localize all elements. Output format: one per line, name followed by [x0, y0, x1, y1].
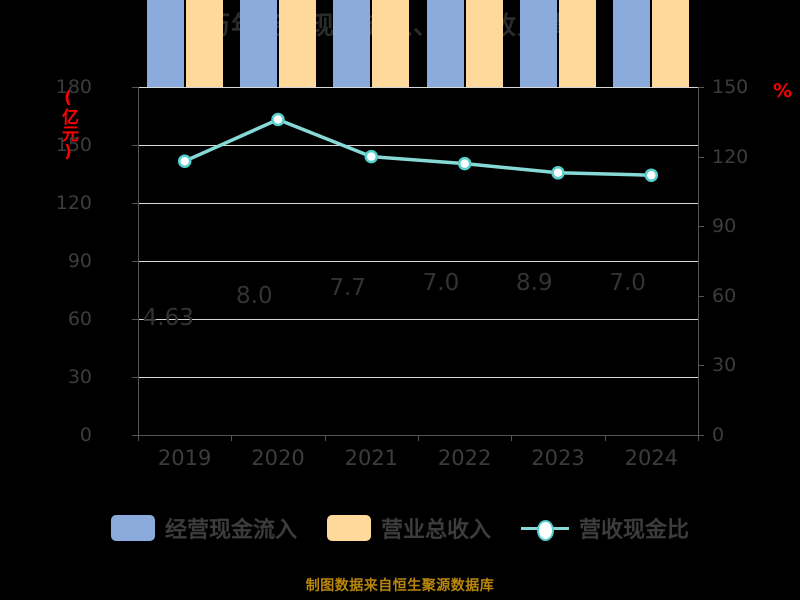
bar-cash-inflow[interactable] [426, 0, 464, 87]
left-axis-tick [132, 319, 138, 320]
x-axis-tick [604, 435, 606, 441]
x-axis-line [138, 435, 698, 436]
data-point-label: 7.0 [422, 270, 460, 296]
bar-cash-inflow[interactable] [520, 0, 557, 87]
line-marker-cash-ratio[interactable] [457, 156, 472, 171]
left-axis-tick [132, 203, 138, 204]
line-marker-cash-ratio[interactable] [271, 112, 285, 127]
x-axis-tick [418, 435, 419, 441]
left-axis-tick-label: 30 [67, 366, 92, 388]
legend-label-cash-inflow: 经营现金流入 [164, 518, 297, 543]
right-axis-tick [698, 156, 704, 158]
right-axis-tick-label: 120 [712, 145, 749, 168]
legend-line-dot-icon [521, 515, 569, 541]
line-marker-cash-ratio[interactable] [551, 166, 565, 180]
bar-cash-inflow[interactable] [146, 0, 184, 87]
data-point-label: 7.0 [609, 270, 646, 296]
right-axis-tick [698, 365, 704, 367]
gridline [138, 377, 698, 378]
line-marker-cash-ratio[interactable] [364, 149, 379, 164]
data-point-label: 4.63 [142, 305, 194, 331]
x-axis-tick-label: 2023 [531, 446, 585, 470]
legend-label-total-revenue: 营业总收入 [380, 518, 491, 543]
x-axis-tick [324, 435, 326, 441]
x-axis-tick [138, 435, 139, 441]
left-axis-tick [132, 377, 138, 378]
right-axis-tick-label: 0 [712, 424, 725, 446]
bar-cash-inflow[interactable] [333, 0, 371, 87]
gridline [138, 87, 698, 88]
bar-cash-inflow[interactable] [240, 0, 277, 87]
x-axis-tick [698, 435, 699, 441]
data-point-label: 8.9 [516, 270, 553, 296]
x-axis-tick [511, 435, 513, 441]
bar-total-revenue[interactable] [372, 0, 410, 87]
left-axis-tick-label: 180 [55, 76, 92, 98]
right-axis-tick-label: 150 [712, 76, 749, 98]
line-path-cash-ratio [182, 117, 654, 177]
line-marker-cash-ratio[interactable] [644, 168, 659, 182]
x-axis-tick-label: 2022 [437, 446, 492, 470]
left-axis-tick-label: 90 [67, 250, 92, 272]
chart-legend: 经营现金流入 营业总收入 营收现金比 [0, 512, 800, 544]
right-axis-tick-label: 60 [712, 284, 737, 307]
left-axis-tick [132, 435, 138, 436]
bar-total-revenue[interactable] [279, 0, 316, 87]
left-axis-tick-label: 0 [79, 424, 92, 446]
right-axis-unit-label: % [773, 80, 793, 102]
line-marker-cash-ratio[interactable] [177, 154, 192, 168]
legend-swatch-blue-icon [110, 515, 155, 541]
data-point-label: 8.0 [236, 283, 273, 309]
bar-total-revenue[interactable] [559, 0, 596, 87]
right-axis-tick [698, 435, 704, 436]
right-axis-tick [698, 87, 704, 88]
x-axis-tick-label: 2020 [251, 446, 305, 470]
left-axis-tick [132, 87, 138, 88]
line-series-ratio [177, 112, 659, 182]
gridline [138, 145, 698, 146]
bar-data-labels: 4.63 8.0 7.7 7.0 8.9 7.0 [138, 87, 698, 435]
x-axis-tick-label: 2021 [344, 446, 399, 470]
left-axis-unit-label: (亿元) [58, 88, 78, 162]
bar-cash-inflow[interactable] [613, 0, 651, 87]
gridline [138, 261, 698, 262]
right-axis-tick-label: 90 [712, 215, 737, 238]
legend-swatch-orange-icon [326, 515, 371, 541]
gridline [138, 203, 698, 204]
legend-label-cash-ratio: 营收现金比 [579, 518, 690, 543]
left-axis-tick-label: 120 [55, 192, 92, 214]
gridline [138, 319, 698, 320]
right-axis-line [698, 87, 699, 435]
right-axis-tick [698, 226, 704, 228]
plot-area: 4.63 8.0 7.7 7.0 8.9 7.0 [138, 0, 698, 436]
data-point-label: 7.7 [329, 275, 366, 301]
right-axis-tick [698, 295, 704, 297]
x-axis-tick-label: 2019 [157, 446, 212, 470]
left-axis-tick-label: 60 [67, 308, 92, 330]
left-axis-tick-label: 150 [55, 134, 92, 156]
x-axis-tick-label: 2024 [624, 446, 679, 470]
bar-total-revenue[interactable] [652, 0, 690, 87]
legend-item-total-revenue[interactable]: 营业总收入 [326, 512, 491, 544]
left-axis-tick [132, 145, 138, 146]
legend-item-cash-inflow[interactable]: 经营现金流入 [110, 512, 297, 544]
legend-item-cash-ratio[interactable]: 营收现金比 [521, 512, 689, 544]
bar-total-revenue[interactable] [465, 0, 503, 87]
footer-source-text: 制图数据来自恒生聚源数据库 [305, 578, 495, 594]
bar-total-revenue[interactable] [185, 0, 223, 87]
left-axis-tick [132, 261, 138, 262]
left-axis-line [138, 87, 139, 435]
x-axis-tick [231, 435, 233, 441]
right-axis-tick-label: 30 [712, 354, 737, 377]
